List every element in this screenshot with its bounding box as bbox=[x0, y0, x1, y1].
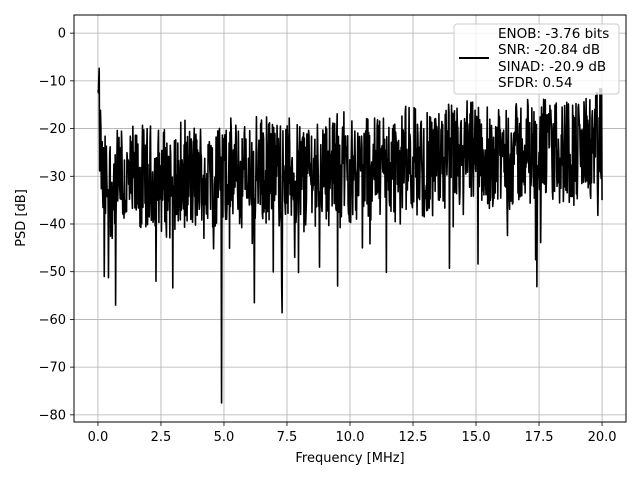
x-tick-label: 0.0 bbox=[88, 430, 109, 445]
y-tick-label: −60 bbox=[39, 313, 66, 328]
y-tick-label: −10 bbox=[39, 74, 66, 89]
y-tick-label: −40 bbox=[39, 217, 66, 232]
series-layer bbox=[97, 67, 603, 404]
legend-text-sinad: SINAD: -20.9 dB bbox=[498, 59, 606, 75]
y-tick-label: −70 bbox=[39, 361, 66, 376]
y-tick-label: −80 bbox=[39, 408, 66, 423]
x-tick-label: 2.5 bbox=[151, 430, 172, 445]
legend-box bbox=[453, 23, 620, 95]
y-tick-label: −50 bbox=[39, 265, 66, 280]
y-tick-label: −30 bbox=[39, 170, 66, 185]
x-tick-label: 17.5 bbox=[525, 430, 554, 445]
y-ticks: 0 −10 −20 −30 −40 −50 −60 −70 −80 bbox=[39, 27, 74, 423]
y-tick-label: −20 bbox=[39, 122, 66, 137]
legend-text-sfdr: SFDR: 0.54 bbox=[498, 75, 573, 91]
psd-series-line bbox=[97, 67, 603, 404]
x-tick-label: 7.5 bbox=[277, 430, 298, 445]
x-tick-label: 10.0 bbox=[336, 430, 365, 445]
x-tick-label: 15.0 bbox=[462, 430, 491, 445]
x-ticks: 0.0 2.5 5.0 7.5 10.0 12.5 15.0 17.5 20.0 bbox=[88, 422, 617, 445]
legend: ENOB: -3.76 bits SNR: -20.84 dB SINAD: -… bbox=[453, 23, 620, 95]
y-axis-label: PSD [dB] bbox=[14, 189, 29, 247]
x-tick-label: 12.5 bbox=[399, 430, 428, 445]
x-axis-label: Frequency [MHz] bbox=[295, 451, 404, 466]
x-tick-label: 20.0 bbox=[588, 430, 617, 445]
y-tick-label: 0 bbox=[58, 27, 66, 42]
legend-text-snr: SNR: -20.84 dB bbox=[498, 42, 600, 58]
legend-text-enob: ENOB: -3.76 bits bbox=[498, 26, 609, 42]
x-tick-label: 5.0 bbox=[214, 430, 235, 445]
